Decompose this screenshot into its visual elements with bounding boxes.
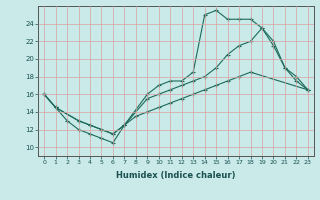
X-axis label: Humidex (Indice chaleur): Humidex (Indice chaleur) (116, 171, 236, 180)
